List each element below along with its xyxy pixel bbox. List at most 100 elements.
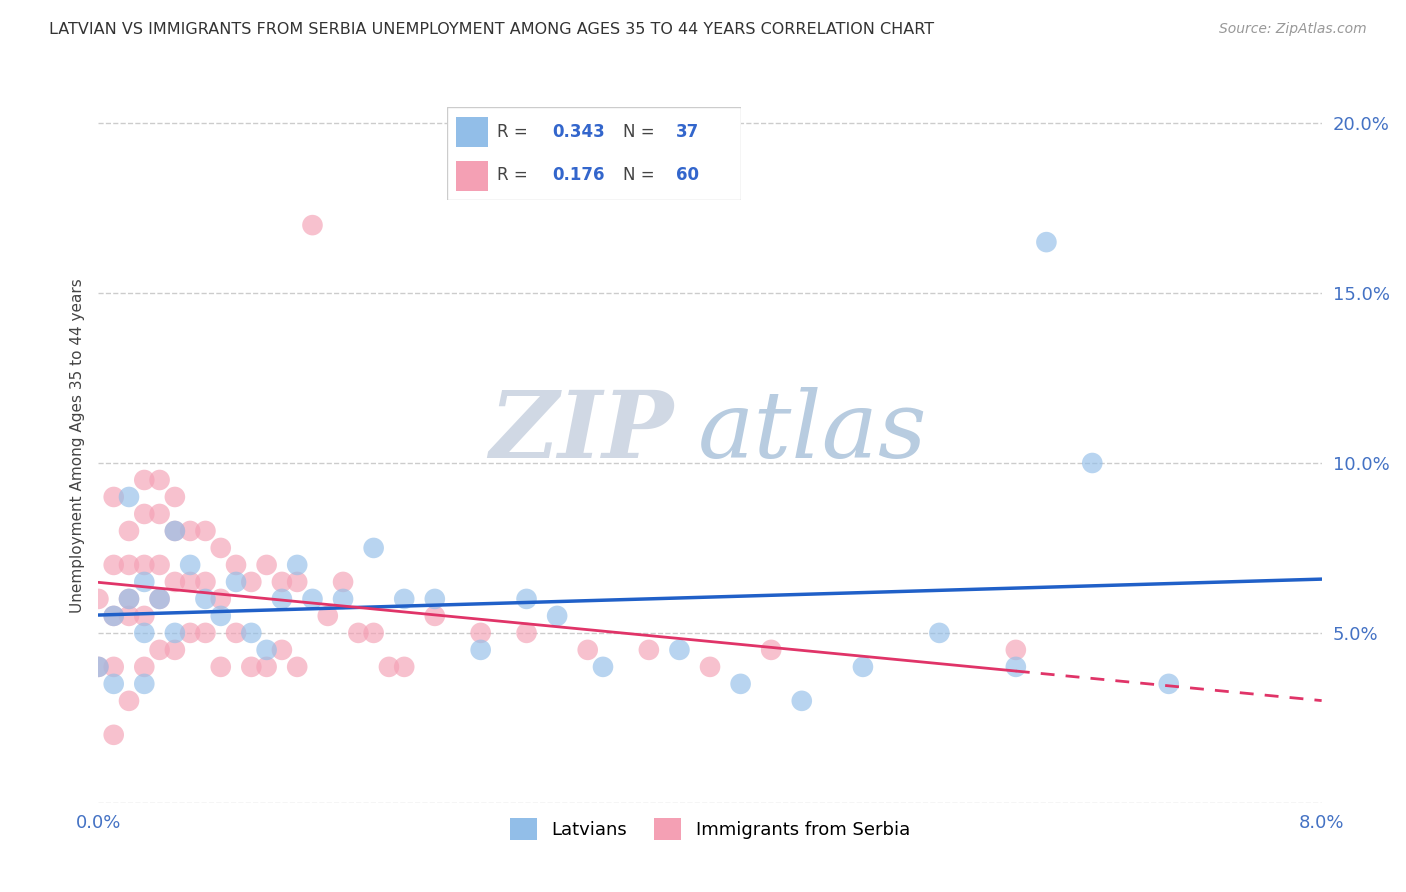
Point bbox=[163, 574, 186, 589]
Point bbox=[637, 643, 661, 657]
Text: atlas: atlas bbox=[697, 387, 928, 476]
Point bbox=[103, 490, 125, 504]
Point bbox=[134, 626, 156, 640]
Point bbox=[332, 591, 354, 606]
Point bbox=[87, 591, 110, 606]
Point bbox=[285, 660, 308, 674]
Point bbox=[1004, 643, 1026, 657]
Point bbox=[134, 507, 156, 521]
Point bbox=[1157, 677, 1180, 691]
Text: ZIP: ZIP bbox=[489, 387, 673, 476]
Point bbox=[87, 660, 110, 674]
Point bbox=[730, 677, 752, 691]
Point bbox=[134, 608, 156, 623]
Point bbox=[301, 591, 323, 606]
Point bbox=[103, 608, 125, 623]
Point bbox=[118, 524, 141, 538]
Point bbox=[1004, 660, 1026, 674]
Point bbox=[118, 591, 141, 606]
Point bbox=[1081, 456, 1104, 470]
Point bbox=[134, 574, 156, 589]
Point bbox=[194, 574, 217, 589]
Point bbox=[790, 694, 813, 708]
Point bbox=[270, 574, 294, 589]
Point bbox=[179, 626, 201, 640]
Point bbox=[256, 643, 278, 657]
Point bbox=[118, 694, 141, 708]
Point bbox=[423, 608, 446, 623]
Point bbox=[163, 524, 186, 538]
Point bbox=[256, 558, 278, 572]
Point bbox=[285, 574, 308, 589]
Point bbox=[470, 626, 492, 640]
Point bbox=[149, 507, 172, 521]
Point bbox=[163, 524, 186, 538]
Point bbox=[392, 591, 416, 606]
Point bbox=[103, 728, 125, 742]
Text: Source: ZipAtlas.com: Source: ZipAtlas.com bbox=[1219, 22, 1367, 37]
Point bbox=[194, 591, 217, 606]
Point bbox=[149, 473, 172, 487]
Point bbox=[256, 660, 278, 674]
Point bbox=[163, 643, 186, 657]
Point bbox=[270, 591, 294, 606]
Point bbox=[516, 626, 538, 640]
Point bbox=[759, 643, 782, 657]
Point bbox=[134, 473, 156, 487]
Point bbox=[928, 626, 950, 640]
Point bbox=[134, 660, 156, 674]
Point bbox=[270, 643, 294, 657]
Point bbox=[423, 591, 446, 606]
Point bbox=[1035, 235, 1057, 249]
Point bbox=[316, 608, 339, 623]
Point bbox=[118, 608, 141, 623]
Point bbox=[118, 591, 141, 606]
Point bbox=[240, 626, 263, 640]
Point bbox=[103, 660, 125, 674]
Point bbox=[363, 541, 385, 555]
Text: LATVIAN VS IMMIGRANTS FROM SERBIA UNEMPLOYMENT AMONG AGES 35 TO 44 YEARS CORRELA: LATVIAN VS IMMIGRANTS FROM SERBIA UNEMPL… bbox=[49, 22, 935, 37]
Point bbox=[179, 574, 201, 589]
Point bbox=[225, 574, 247, 589]
Point bbox=[118, 490, 141, 504]
Point bbox=[301, 218, 323, 232]
Point bbox=[240, 574, 263, 589]
Point bbox=[179, 558, 201, 572]
Point bbox=[87, 660, 110, 674]
Point bbox=[592, 660, 614, 674]
Point bbox=[347, 626, 370, 640]
Point bbox=[149, 591, 172, 606]
Y-axis label: Unemployment Among Ages 35 to 44 years: Unemployment Among Ages 35 to 44 years bbox=[69, 278, 84, 614]
Point bbox=[576, 643, 599, 657]
Point bbox=[225, 626, 247, 640]
Point bbox=[149, 591, 172, 606]
Point bbox=[392, 660, 416, 674]
Point bbox=[194, 626, 217, 640]
Point bbox=[546, 608, 568, 623]
Point bbox=[332, 574, 354, 589]
Point bbox=[699, 660, 721, 674]
Point bbox=[363, 626, 385, 640]
Point bbox=[149, 558, 172, 572]
Point bbox=[209, 541, 232, 555]
Point bbox=[225, 558, 247, 572]
Point bbox=[134, 558, 156, 572]
Point bbox=[852, 660, 875, 674]
Point bbox=[285, 558, 308, 572]
Point bbox=[118, 558, 141, 572]
Point bbox=[209, 660, 232, 674]
Point bbox=[209, 608, 232, 623]
Point bbox=[103, 677, 125, 691]
Point bbox=[516, 591, 538, 606]
Point bbox=[103, 558, 125, 572]
Point bbox=[668, 643, 690, 657]
Point bbox=[163, 490, 186, 504]
Point bbox=[163, 626, 186, 640]
Point bbox=[194, 524, 217, 538]
Point bbox=[209, 591, 232, 606]
Point bbox=[103, 608, 125, 623]
Legend: Latvians, Immigrants from Serbia: Latvians, Immigrants from Serbia bbox=[503, 811, 917, 847]
Point bbox=[179, 524, 201, 538]
Point bbox=[378, 660, 401, 674]
Point bbox=[149, 643, 172, 657]
